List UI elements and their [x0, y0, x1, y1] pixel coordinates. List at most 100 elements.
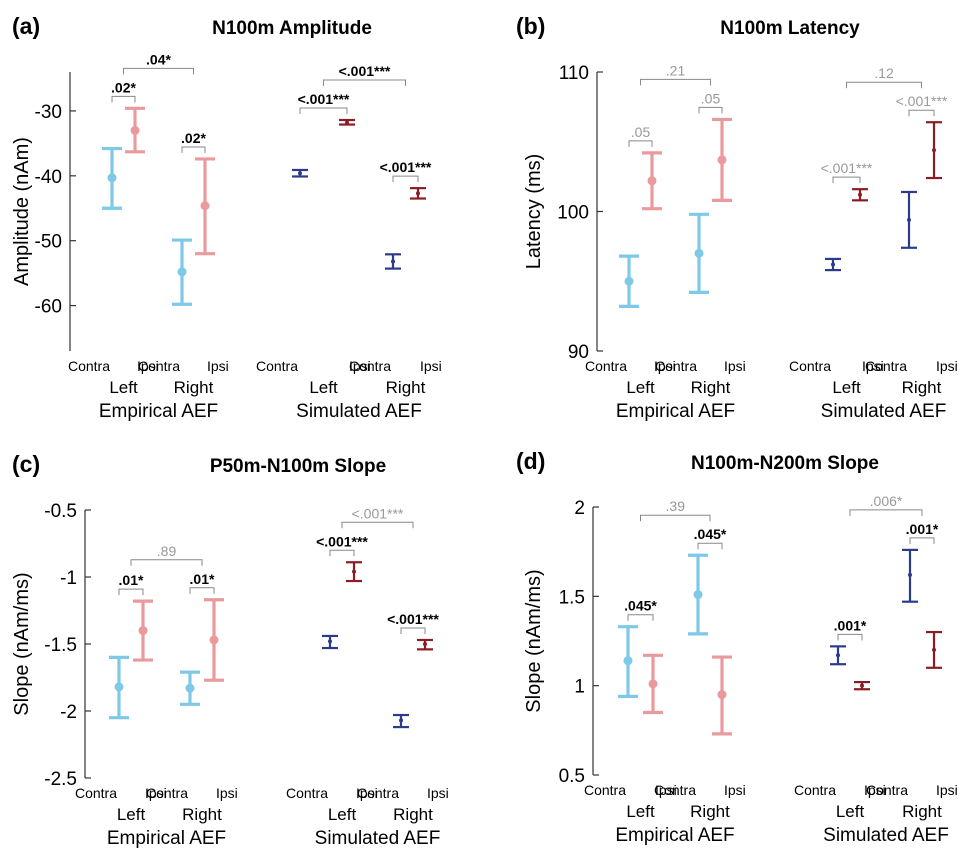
- mean-point: [399, 718, 403, 723]
- y-tick-label: 0.5: [559, 766, 585, 787]
- y-tick-label: 90: [568, 342, 589, 363]
- errorbar-simulated-right-contra: [385, 253, 401, 270]
- condition-label: Contra: [585, 358, 627, 374]
- significance-bracket: [181, 146, 206, 153]
- condition-label: Contra: [75, 785, 117, 801]
- y-tick-label: -60: [35, 297, 62, 318]
- y-tick-label: -2.5: [44, 769, 77, 790]
- significance-simulated-left: <.001***: [821, 160, 873, 184]
- significance-empirical-left: .02*: [111, 79, 137, 103]
- significance-empirical-left: .045*: [624, 598, 657, 621]
- significance-label: .001*: [834, 617, 867, 633]
- chart-title: N100m-N200m Slope: [691, 453, 879, 474]
- mean-point: [200, 201, 210, 211]
- significance-empirical-lr: .21: [640, 62, 711, 86]
- condition-label: Ipsi: [427, 785, 449, 801]
- errorbar-empirical-right-contra: [180, 670, 200, 706]
- mean-point: [130, 125, 140, 135]
- side-label: Right: [182, 805, 222, 824]
- condition-label: Contra: [256, 358, 298, 374]
- side-label: Left: [832, 378, 861, 397]
- mean-point: [416, 191, 420, 196]
- side-label: Left: [626, 378, 655, 397]
- group-label-empirical: Empirical AEF: [616, 401, 735, 422]
- significance-bracket: [697, 542, 723, 550]
- significance-label: <.001***: [352, 505, 404, 521]
- significance-empirical-right: .01*: [189, 571, 215, 594]
- errorbar-empirical-left-ipsi: [643, 653, 663, 715]
- condition-label: Ipsi: [724, 358, 746, 374]
- condition-label: Ipsi: [349, 358, 371, 374]
- y-axis-label: Slope (nAm/ms): [11, 572, 33, 715]
- condition-label: Ipsi: [655, 782, 677, 798]
- chart-panel-3: (c) P50m-N100m Slope -2.5 -2 -1.5 -1 -0.5 Slope…: [11, 451, 449, 849]
- side-label: Right: [902, 378, 942, 397]
- significance-label: .01*: [119, 572, 144, 588]
- significance-simulated-right: <.001***: [380, 159, 432, 183]
- mean-point: [858, 192, 862, 197]
- significance-empirical-left: .01*: [118, 572, 144, 596]
- mean-point: [298, 171, 302, 176]
- significance-bracket: [392, 175, 419, 183]
- significance-bracket: [909, 537, 935, 544]
- significance-bracket: [846, 81, 922, 89]
- significance-label: .006*: [870, 493, 903, 509]
- mean-point: [648, 679, 658, 689]
- mean-point: [860, 683, 864, 688]
- significance-label: <.001***: [387, 611, 439, 627]
- condition-label: Contra: [866, 782, 908, 798]
- significance-simulated-left: .001*: [834, 617, 867, 641]
- significance-label: <.001***: [821, 160, 873, 176]
- mean-point: [624, 276, 634, 286]
- significance-label: .89: [157, 543, 177, 559]
- chart-title: N100m Latency: [720, 18, 860, 39]
- errorbar-empirical-right-ipsi: [712, 117, 732, 202]
- significance-empirical-left: .05: [628, 124, 653, 147]
- significance-simulated-right: .001*: [906, 521, 939, 544]
- condition-label: Ipsi: [724, 782, 746, 798]
- condition-label: Contra: [357, 785, 399, 801]
- mean-point: [209, 635, 219, 645]
- chart-panel-2: (b) N100m Latency 90 100 110 Latency (ms) .05.…: [516, 13, 958, 422]
- y-tick-label: 1: [574, 677, 585, 698]
- mean-point: [907, 217, 911, 222]
- y-tick-label: -0.5: [44, 501, 77, 522]
- group-label-simulated: Simulated AEF: [823, 825, 949, 846]
- errorbar-empirical-right-contra: [172, 238, 192, 306]
- side-label: Right: [386, 378, 426, 397]
- side-label: Right: [691, 378, 731, 397]
- condition-label: Contra: [146, 785, 188, 801]
- errorbar-empirical-left-contra: [102, 146, 122, 210]
- significance-bracket: [323, 79, 406, 87]
- significance-simulated-right: <.001***: [387, 611, 439, 634]
- significance-bracket: [628, 140, 653, 147]
- chart-title: N100m Amplitude: [212, 18, 372, 39]
- errorbar-empirical-right-ipsi: [195, 157, 215, 256]
- condition-label: Contra: [68, 358, 110, 374]
- significance-bracket: [640, 78, 711, 86]
- significance-label: .04*: [146, 51, 171, 67]
- condition-label: Contra: [286, 785, 328, 801]
- errorbar-simulated-right-ipsi: [926, 121, 942, 180]
- group-label-empirical: Empirical AEF: [99, 401, 218, 422]
- errorbar-simulated-right-ipsi: [417, 638, 433, 651]
- significance-bracket: [130, 559, 203, 566]
- condition-label: Ipsi: [936, 782, 958, 798]
- significance-bracket: [111, 95, 136, 103]
- errorbar-simulated-left-contra: [292, 168, 308, 178]
- condition-label: Contra: [789, 358, 831, 374]
- y-tick-label: -2: [60, 702, 77, 723]
- errorbar-simulated-left-contra: [825, 257, 841, 272]
- side-label: Left: [117, 805, 146, 824]
- mean-point: [836, 653, 840, 658]
- significance-label: .05: [631, 124, 651, 140]
- condition-label: Contra: [584, 782, 626, 798]
- mean-point: [391, 259, 395, 264]
- condition-label: Ipsi: [864, 782, 886, 798]
- errorbar-empirical-left-ipsi: [133, 599, 153, 662]
- condition-label: Contra: [655, 358, 697, 374]
- significance-label: .21: [666, 62, 686, 78]
- errorbar-simulated-right-contra: [902, 548, 918, 603]
- side-label: Right: [690, 802, 730, 821]
- errorbar-empirical-left-contra: [619, 254, 639, 308]
